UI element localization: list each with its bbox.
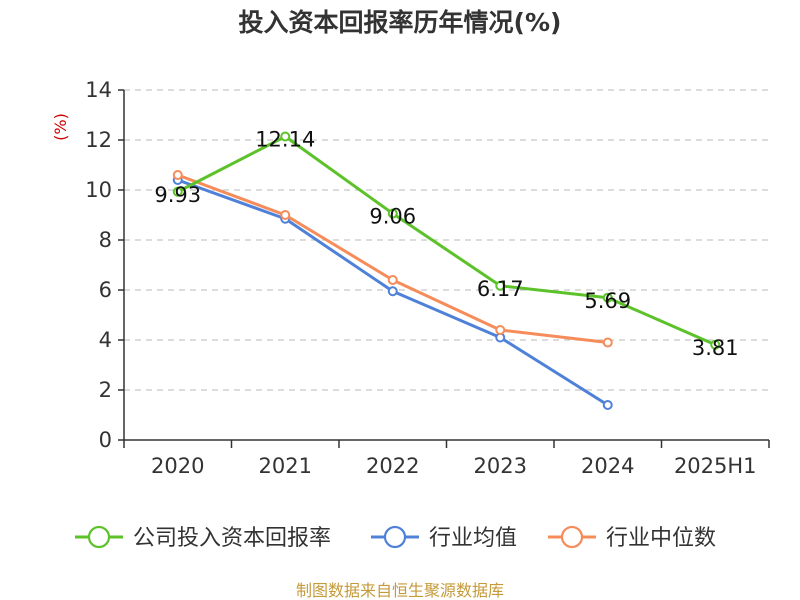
y-axis-unit-label: (%) bbox=[51, 113, 70, 141]
legend-item: 行业中位数 bbox=[548, 525, 716, 551]
data-point bbox=[280, 210, 291, 220]
data-label: 3.81 bbox=[692, 336, 739, 360]
y-tick-label: 14 bbox=[85, 78, 112, 102]
data-label: 9.93 bbox=[154, 183, 201, 207]
source-note: 制图数据来自恒生聚源数据库 bbox=[296, 581, 504, 600]
legend-label: 公司投入资本回报率 bbox=[133, 526, 331, 551]
series-2 bbox=[172, 170, 613, 348]
data-point bbox=[387, 208, 398, 219]
legend-label: 行业均值 bbox=[429, 526, 517, 551]
y-tick-label: 8 bbox=[99, 228, 112, 252]
y-tick-label: 10 bbox=[85, 178, 112, 202]
series-0 bbox=[172, 131, 721, 350]
data-label: 5.69 bbox=[584, 289, 631, 313]
series-line bbox=[177, 173, 608, 344]
x-tick-label: 2020 bbox=[151, 454, 204, 478]
data-point bbox=[710, 339, 721, 350]
data-point bbox=[172, 170, 183, 180]
data-label: 12.14 bbox=[255, 128, 315, 152]
data-point bbox=[495, 280, 506, 291]
y-tick-label: 4 bbox=[99, 328, 112, 352]
x-tick-label: 2021 bbox=[259, 454, 312, 478]
grid-lines bbox=[124, 89, 769, 391]
legend-label: 行业中位数 bbox=[606, 526, 716, 551]
x-tick-label: 2024 bbox=[581, 454, 634, 478]
legend-item: 公司投入资本回报率 bbox=[75, 525, 331, 551]
data-point bbox=[495, 325, 506, 335]
data-label: 6.17 bbox=[477, 277, 524, 301]
legend: 公司投入资本回报率 行业均值 行业中位数 bbox=[75, 525, 716, 551]
data-labels: 9.93 12.14 9.06 6.17 5.69 3.81 bbox=[154, 128, 738, 360]
legend-marker bbox=[87, 525, 111, 549]
chart-title: 投入资本回报率历年情况(%) bbox=[239, 8, 562, 37]
data-point bbox=[602, 400, 613, 410]
series-layer bbox=[172, 131, 721, 410]
data-point bbox=[387, 275, 398, 285]
y-tick-label: 6 bbox=[99, 278, 112, 302]
legend-marker bbox=[560, 525, 584, 549]
data-point bbox=[280, 131, 291, 142]
legend-marker bbox=[383, 525, 407, 549]
series-line bbox=[177, 135, 716, 347]
legend-item: 行业均值 bbox=[371, 525, 517, 551]
data-label: 9.06 bbox=[369, 205, 416, 229]
data-point bbox=[602, 292, 613, 303]
x-tick-label: 2022 bbox=[366, 454, 419, 478]
y-tick-label: 0 bbox=[99, 428, 112, 452]
data-point bbox=[172, 186, 183, 197]
y-tick-label: 2 bbox=[99, 378, 112, 402]
x-tick-label: 2025H1 bbox=[674, 454, 757, 478]
data-point bbox=[602, 337, 613, 348]
data-point bbox=[387, 286, 398, 297]
y-tick-label: 12 bbox=[85, 128, 112, 152]
x-tick-label: 2023 bbox=[474, 454, 527, 478]
axes: 0 2 4 6 8 10 12 14 2020 2021 2022 2023 2024 2025H1 bbox=[85, 78, 770, 478]
